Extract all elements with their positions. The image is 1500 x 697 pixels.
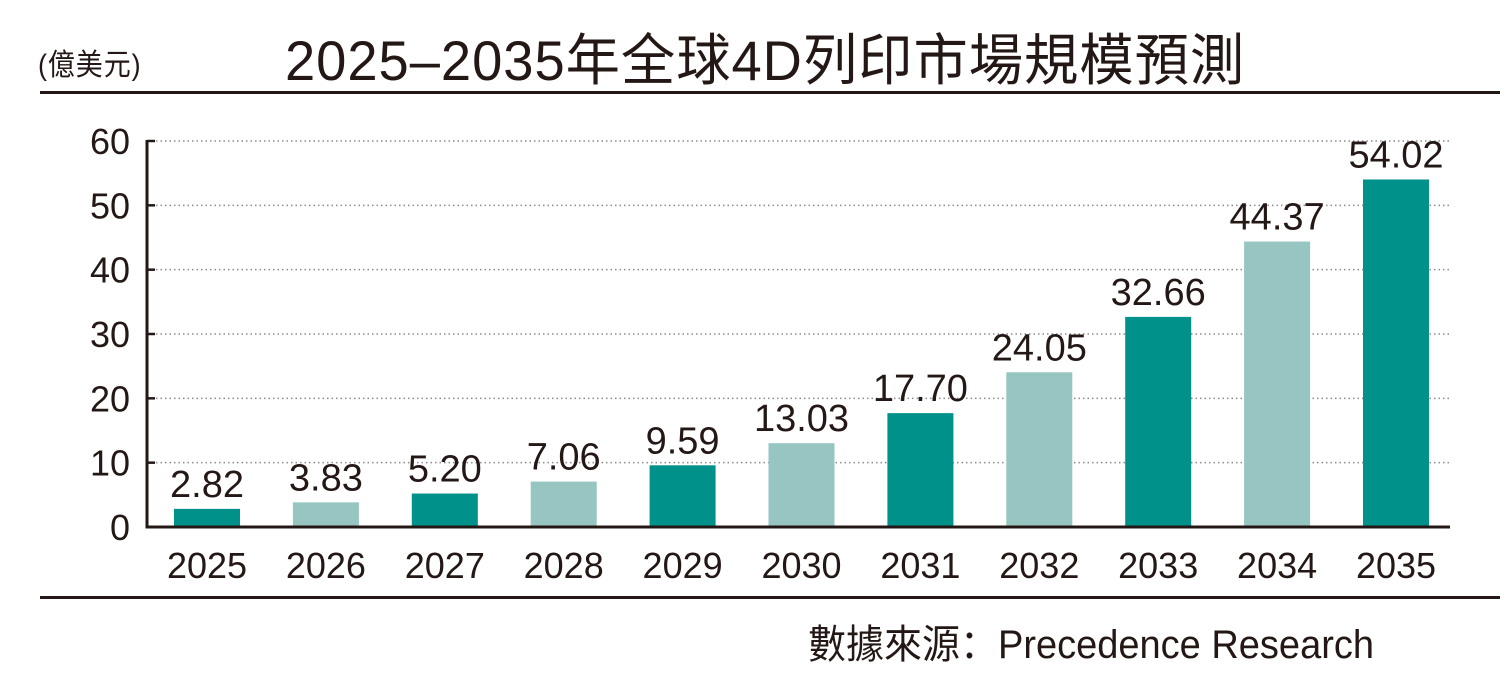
y-tick-label: 10 bbox=[90, 443, 130, 484]
bar-2032 bbox=[1006, 372, 1073, 527]
y-tick-label: 60 bbox=[90, 121, 130, 162]
x-tick-label-2030: 2030 bbox=[761, 545, 841, 586]
x-tick-label-2026: 2026 bbox=[286, 545, 366, 586]
value-label-2028: 7.06 bbox=[527, 437, 601, 479]
x-tick-label-2025: 2025 bbox=[167, 545, 247, 586]
bar-2025 bbox=[174, 508, 240, 527]
y-tick-label: 0 bbox=[110, 507, 130, 548]
chart-title: 2025–2035年全球4D列印市場規模預測 bbox=[285, 29, 1246, 92]
x-tick-label-2033: 2033 bbox=[1118, 545, 1198, 586]
x-tick-label-2035: 2035 bbox=[1356, 545, 1436, 586]
gridlines bbox=[147, 140, 1450, 464]
bars bbox=[174, 179, 1429, 528]
bar-2034 bbox=[1244, 241, 1311, 528]
value-label-2031: 17.70 bbox=[873, 368, 968, 410]
x-tick-label-2034: 2034 bbox=[1237, 545, 1317, 586]
value-label-2033: 32.66 bbox=[1111, 272, 1206, 314]
top-divider bbox=[40, 91, 1500, 94]
source-note: 數據來源：Precedence Research bbox=[808, 623, 1374, 667]
value-label-2026: 3.83 bbox=[289, 457, 363, 499]
x-tick-label-2028: 2028 bbox=[524, 545, 604, 586]
value-label-2032: 24.05 bbox=[992, 327, 1087, 369]
value-label-2035: 54.02 bbox=[1348, 134, 1443, 176]
x-tick-label-2029: 2029 bbox=[643, 545, 723, 586]
value-label-2027: 5.20 bbox=[408, 449, 482, 491]
x-tick-label-2031: 2031 bbox=[880, 545, 960, 586]
axes bbox=[145, 139, 1450, 529]
value-label-2030: 13.03 bbox=[754, 398, 849, 440]
bar-2027 bbox=[411, 493, 478, 527]
x-tick-label-2027: 2027 bbox=[405, 545, 485, 586]
bottom-divider bbox=[40, 596, 1500, 599]
value-label-2034: 44.37 bbox=[1230, 197, 1325, 239]
bar-2029 bbox=[649, 465, 716, 527]
labels: 01020304050602.8220253.8320265.2020277.0… bbox=[90, 121, 1444, 586]
bar-2035 bbox=[1363, 179, 1429, 528]
unit-label: (億美元) bbox=[38, 49, 142, 82]
value-label-2025: 2.82 bbox=[170, 464, 244, 506]
bar-2030 bbox=[768, 443, 835, 527]
y-tick-label: 40 bbox=[90, 250, 130, 291]
y-tick-label: 50 bbox=[90, 185, 130, 226]
bar-2028 bbox=[530, 481, 597, 527]
bar-2033 bbox=[1125, 316, 1192, 527]
bar-2026 bbox=[292, 502, 359, 527]
y-tick-label: 20 bbox=[90, 378, 130, 419]
bar-2031 bbox=[887, 413, 954, 527]
x-tick-label-2032: 2032 bbox=[999, 545, 1079, 586]
value-label-2029: 9.59 bbox=[646, 420, 720, 462]
y-tick-label: 30 bbox=[90, 314, 130, 355]
